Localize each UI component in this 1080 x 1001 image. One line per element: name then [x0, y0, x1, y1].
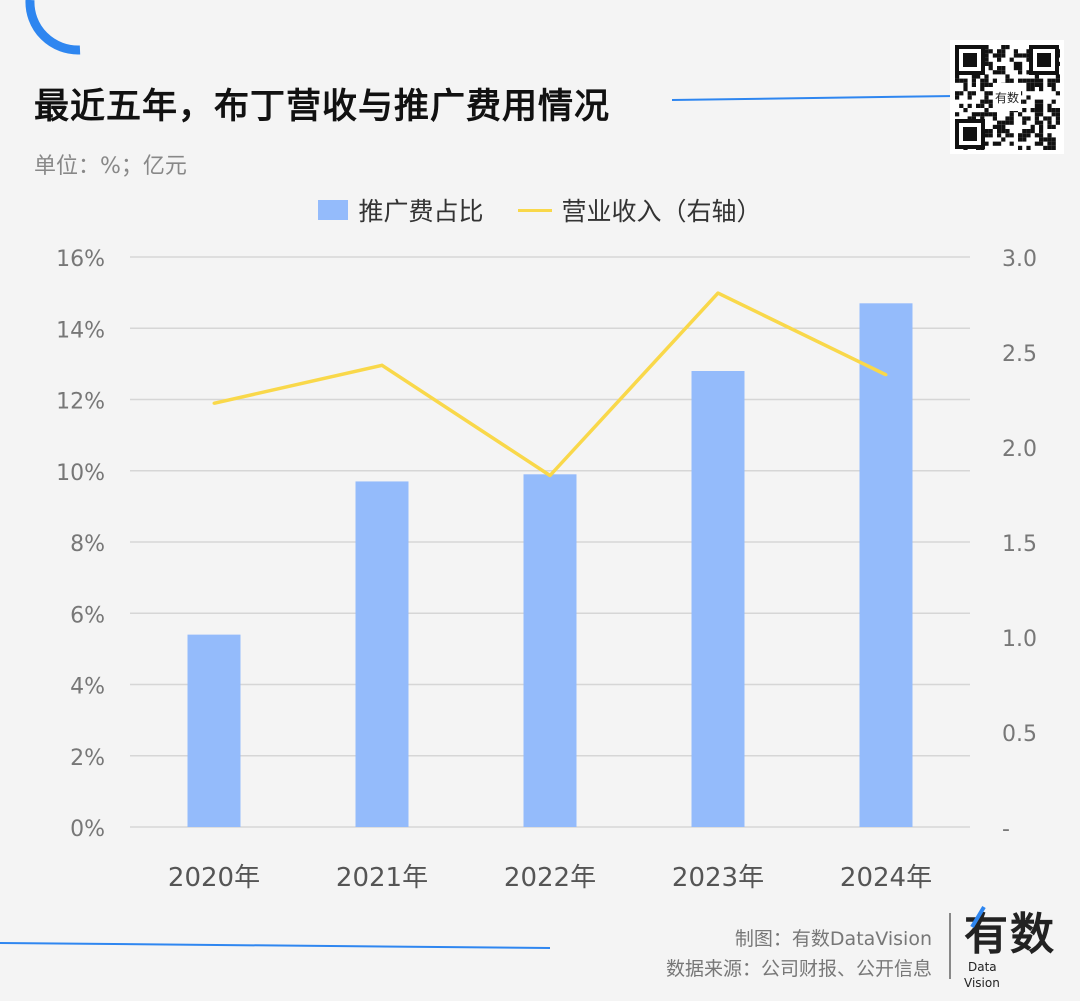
right-tick-label: 1.0 [1002, 627, 1037, 652]
legend-label-line: 营业收入（右轴） [561, 197, 762, 226]
left-tick-label: 14% [56, 318, 105, 343]
left-tick-label: 0% [70, 817, 105, 842]
revenue-point-2022年 [548, 474, 552, 477]
svg-text:Data: Data [968, 960, 997, 974]
footer-divider [949, 913, 951, 979]
title-rule [671, 95, 956, 101]
bar-2020年 [187, 634, 241, 827]
right-tick-label: 2.0 [1002, 437, 1037, 462]
right-tick-label: - [1002, 817, 1010, 842]
revenue-point-2020年 [212, 401, 216, 405]
x-tick-label: 2022年 [504, 863, 596, 893]
credit-text: 制图：有数DataVision [734, 928, 932, 950]
corner-arc-decoration [25, 0, 81, 55]
legend-swatch-line [517, 208, 552, 212]
svg-text:Vision: Vision [964, 976, 1000, 990]
revenue-point-2024年 [884, 373, 888, 377]
revenue-point-2023年 [716, 291, 720, 295]
qr-code[interactable]: 有数 [950, 40, 1064, 154]
footer-rule [0, 942, 551, 949]
bar-2021年 [355, 481, 409, 827]
left-tick-label: 8% [70, 532, 105, 557]
chart-title: 最近五年，布丁营收与推广费用情况 [34, 87, 611, 127]
svg-text:有: 有 [964, 909, 1008, 960]
legend: 推广费占比 营业收入（右轴） [0, 192, 1080, 228]
chart-area: 0% 2% 4% 6% 8% 10% 12% 14% 16% - 0.5 1.0 1.5 2.0 2.5 3.… [56, 247, 1037, 893]
revenue-point-2021年 [380, 363, 384, 367]
bar-2024年 [859, 303, 913, 827]
right-tick-label: 3.0 [1002, 247, 1037, 272]
x-tick-label: 2020年 [168, 863, 260, 893]
left-tick-label: 12% [56, 390, 105, 415]
left-tick-label: 2% [70, 746, 105, 771]
x-tick-label: 2024年 [840, 863, 932, 893]
unit-label: 单位：%；亿元 [34, 154, 187, 179]
youshu-logo: 有 数 Data Vision [964, 905, 1054, 990]
x-tick-label: 2023年 [672, 863, 764, 893]
right-tick-label: 2.5 [1002, 342, 1037, 367]
left-tick-label: 6% [70, 603, 105, 628]
bar-2023年 [691, 371, 745, 827]
legend-swatch-bar [318, 200, 349, 220]
legend-item-bar: 推广费占比 [318, 192, 484, 228]
svg-text:数: 数 [1010, 909, 1054, 960]
revenue-line [213, 291, 887, 478]
legend-item-line: 营业收入（右轴） [517, 192, 762, 228]
left-tick-label: 16% [56, 247, 105, 272]
qr-center-label: 有数 [995, 90, 1019, 105]
bar-2022年 [523, 474, 577, 827]
left-tick-label: 10% [56, 461, 105, 486]
right-tick-label: 0.5 [1002, 722, 1037, 747]
source-text: 数据来源：公司财报、公开信息 [665, 958, 932, 980]
x-tick-label: 2021年 [336, 863, 428, 893]
right-tick-label: 1.5 [1002, 532, 1037, 557]
left-tick-label: 4% [70, 675, 105, 700]
legend-label-bar: 推广费占比 [358, 197, 484, 226]
